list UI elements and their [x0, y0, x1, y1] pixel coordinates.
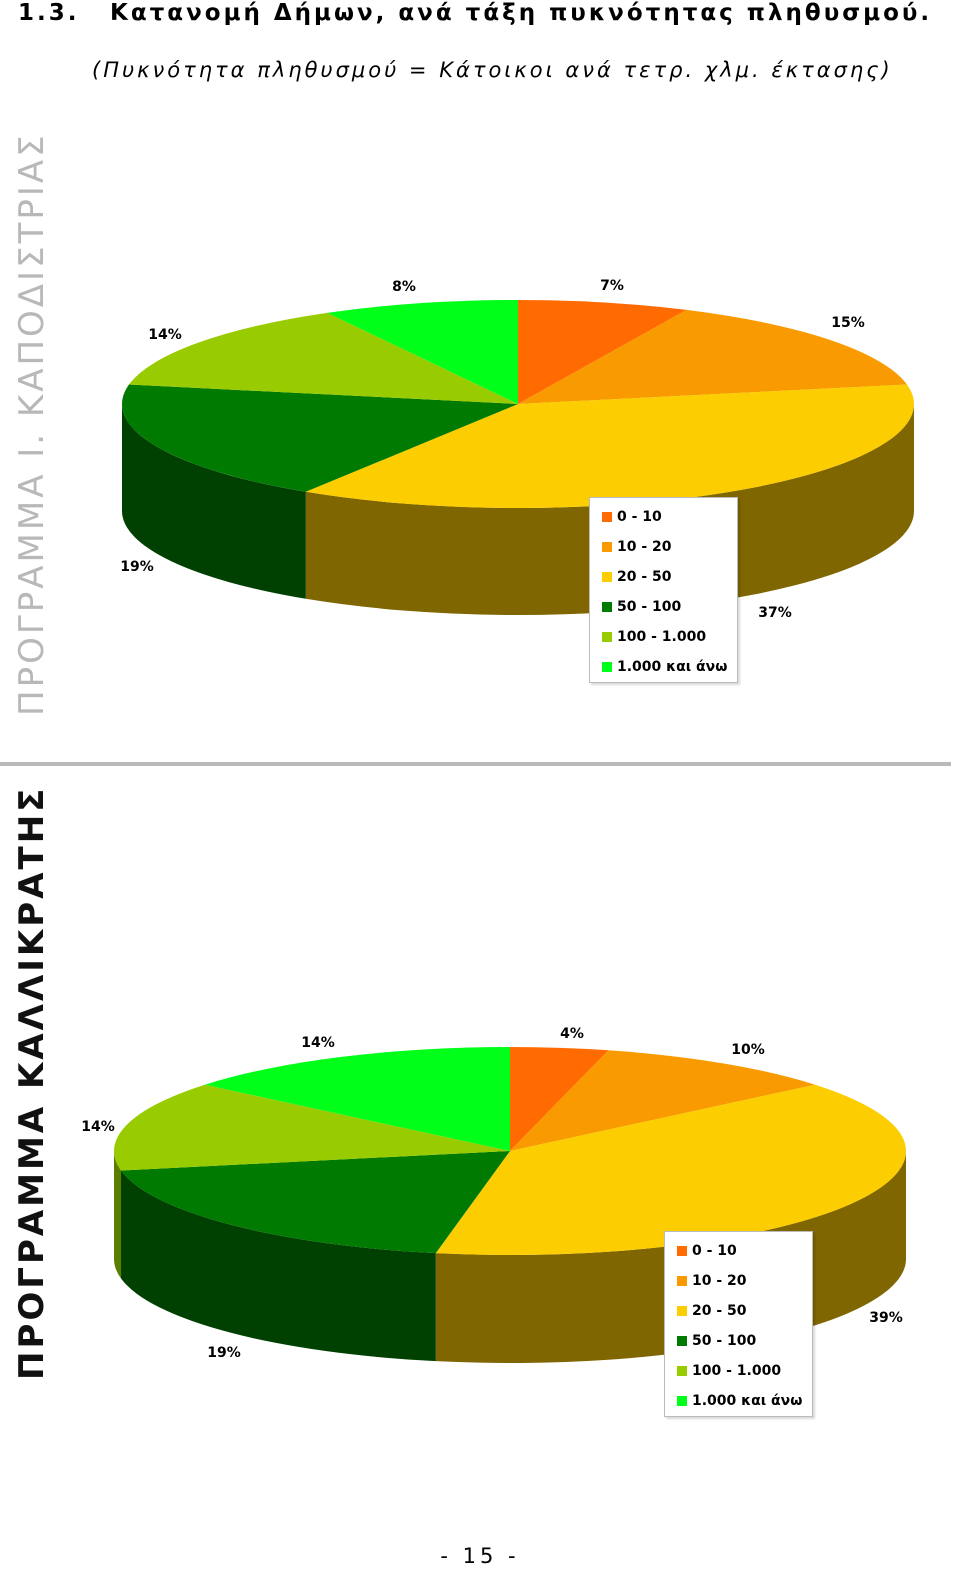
- legend-swatch: [602, 572, 612, 582]
- data-label-50-100: 19%: [120, 559, 154, 575]
- data-label-1-000: 14%: [301, 1035, 335, 1051]
- legend-label: 100 - 1.000: [617, 629, 707, 645]
- legend-swatch: [677, 1276, 687, 1286]
- data-label-50-100: 19%: [207, 1345, 241, 1361]
- legend-label: 0 - 10: [617, 509, 662, 525]
- pie-slice-10-20: [518, 309, 907, 404]
- pie-slice-1-000: [204, 1047, 510, 1151]
- legend-label: 50 - 100: [692, 1333, 757, 1349]
- pie-slice-10-20: [510, 1050, 816, 1151]
- legend-item: 50 - 100: [602, 592, 727, 622]
- pie-slice-20-50: [305, 384, 914, 508]
- section-divider: [0, 762, 951, 766]
- legend-item: 10 - 20: [677, 1266, 802, 1296]
- pie-data-labels: 7% 15% 37% 19% 14% 8%: [120, 278, 865, 621]
- legend-label: 1.000 και άνω: [692, 1393, 803, 1409]
- legend-swatch: [602, 542, 612, 552]
- legend-swatch: [602, 602, 612, 612]
- pie-slice-0-10: [510, 1047, 609, 1151]
- legend-item: 0 - 10: [602, 502, 727, 532]
- data-label-100-1-000: 14%: [148, 327, 182, 343]
- legend-label: 10 - 20: [692, 1273, 747, 1289]
- section-number: 1.3.: [18, 0, 80, 26]
- pie-side-50-100: [122, 404, 306, 599]
- pie-slice-20-50: [435, 1084, 907, 1255]
- legend-swatch: [677, 1396, 687, 1406]
- pie-slice-50-100: [121, 1151, 510, 1254]
- pie-slice-50-100: [121, 384, 518, 492]
- legend-label: 20 - 50: [692, 1303, 747, 1319]
- chart-2-legend: 0 - 10 10 - 20 20 - 50 50 - 100 100 - 1.000 1…: [664, 1231, 814, 1417]
- legend-item: 20 - 50: [677, 1296, 802, 1326]
- pie-slice-100-1-000: [129, 312, 518, 404]
- legend-label: 1.000 και άνω: [617, 659, 728, 675]
- data-label-10-20: 15%: [831, 315, 865, 331]
- legend-item: 1.000 και άνω: [602, 652, 727, 682]
- legend-label: 10 - 20: [617, 539, 672, 555]
- pie-chart-kapodistrias: 7% 15% 37% 19% 14% 8%: [120, 278, 914, 621]
- pie-chart-kallikratis: 4% 10% 39% 19% 14% 14%: [81, 1026, 907, 1363]
- legend-swatch: [677, 1336, 687, 1346]
- pie-slice-1-000: [327, 300, 518, 404]
- legend-item: 0 - 10: [677, 1236, 802, 1266]
- legend-item: 100 - 1.000: [677, 1356, 802, 1386]
- legend-swatch: [677, 1246, 687, 1256]
- legend-item: 100 - 1.000: [602, 622, 727, 652]
- legend-label: 50 - 100: [617, 599, 682, 615]
- pie-top-faces: [113, 1047, 907, 1255]
- legend-item: 1.000 και άνω: [677, 1386, 802, 1416]
- pie-slice-0-10: [518, 300, 687, 404]
- legend-swatch: [677, 1306, 687, 1316]
- legend-swatch: [677, 1366, 687, 1376]
- pie-data-labels: 4% 10% 39% 19% 14% 14%: [81, 1026, 903, 1361]
- legend-label: 20 - 50: [617, 569, 672, 585]
- pie-side-50-100: [121, 1170, 436, 1362]
- legend-swatch: [602, 512, 612, 522]
- page-number: - 15 -: [440, 1544, 520, 1568]
- pie-top-faces: [121, 300, 914, 508]
- data-label-20-50: 39%: [869, 1310, 903, 1326]
- legend-item: 50 - 100: [677, 1326, 802, 1356]
- legend-item: 20 - 50: [602, 562, 727, 592]
- data-label-100-1-000: 14%: [81, 1119, 115, 1135]
- pie-side-100-1-000: [114, 1151, 122, 1279]
- legend-label: 100 - 1.000: [692, 1363, 782, 1379]
- data-label-20-50: 37%: [758, 605, 792, 621]
- legend-swatch: [602, 662, 612, 672]
- chart-1-legend: 0 - 10 10 - 20 20 - 50 50 - 100 100 - 1.000 1…: [589, 497, 739, 683]
- section-title: Κατανομή Δήμων, ανά τάξη πυκνότητας πληθ…: [110, 0, 933, 26]
- legend-label: 0 - 10: [692, 1243, 737, 1259]
- section-heading: 1.3. Κατανομή Δήμων, ανά τάξη πυκνότητας …: [18, 0, 932, 26]
- section-subtitle: (Πυκνότητα πληθυσμού = Κάτοικοι ανά τετρ…: [92, 58, 893, 82]
- legend-item: 10 - 20: [602, 532, 727, 562]
- data-label-0-10: 7%: [600, 278, 624, 294]
- data-label-0-10: 4%: [560, 1026, 584, 1042]
- legend-swatch: [602, 632, 612, 642]
- data-label-10-20: 10%: [731, 1042, 765, 1058]
- data-label-1-000: 8%: [392, 279, 416, 295]
- pie-slice-100-1-000: [113, 1084, 511, 1171]
